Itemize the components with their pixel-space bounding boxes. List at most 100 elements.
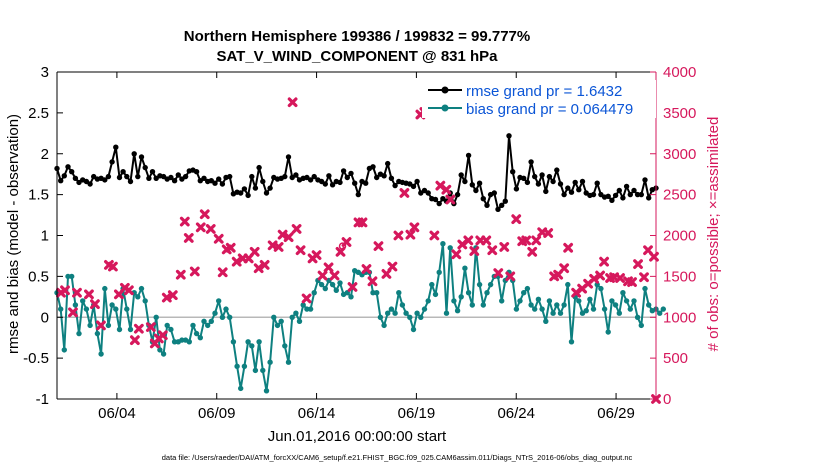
rmse-point [392,182,398,189]
obs-assimilated-marker [295,245,306,256]
bias-point [311,290,317,296]
rmse-point [539,172,545,178]
x-tick-label: 06/19 [398,405,436,422]
obs-assimilated-marker [329,270,340,281]
bias-point [157,347,163,353]
rmse-point [245,192,251,199]
rmse-point [594,180,600,186]
rmse-point [473,187,479,194]
x-tick-label: 06/24 [497,405,535,422]
chart-title: Northern Hemisphere 199386 / 199832 = 99… [184,28,530,45]
y-left-tick-label: 2 [41,146,49,163]
plot-area: -1 -0.5 0 0.5 1 1.5 2 2.5 3 0 500 1000 1500 2000 2500 3… [23,64,696,422]
bias-point [429,281,435,288]
bias-point [521,290,527,296]
bias-point [535,296,542,302]
obs-assimilated-marker [253,263,264,274]
bias-point [304,306,310,312]
bias-point [568,339,575,345]
rmse-point [432,196,439,203]
bias-point [179,337,185,343]
rmse-point [480,196,486,202]
obs-possible-marker [338,242,347,250]
bias-point [252,367,259,374]
rmse-point [476,180,483,186]
rmse-point [171,178,178,184]
rmse-point [631,187,637,194]
obs-assimilated-marker [123,285,134,296]
y-right-tick-label: 1000 [663,309,696,326]
bias-point [539,306,545,312]
bias-point [245,339,251,345]
bias-point [554,302,560,308]
bias-point [109,302,115,308]
bias-point [436,269,442,275]
obs-assimilated-marker [311,250,322,261]
obs-assimilated-marker [273,242,284,252]
bias-point [487,281,494,288]
bias-point [98,351,104,357]
rmse-point [462,178,468,185]
bias-point [561,302,567,308]
rmse-point [469,182,475,188]
bias-point [164,322,170,329]
obs-assimilated-marker [595,270,605,281]
y-right-tick-label: 2500 [663,187,696,204]
obs-assimilated-marker [287,97,298,108]
bias-point [425,298,431,304]
obs-assimilated-marker [367,276,378,287]
obs-assimilated-marker [633,259,643,270]
bias-point [168,326,174,333]
obs-assimilated-marker [291,224,302,234]
rmse-point [329,182,336,188]
legend-bias-label: bias grand pr = 0.064479 [466,101,633,118]
bias-point [256,339,262,345]
y-left-tick-label: -1 [36,391,49,408]
rmse-point [532,173,538,180]
y-right-tick-label: 4000 [663,64,696,81]
bias-point [113,306,119,312]
bias-point [660,306,666,312]
rmse-point [293,172,299,178]
bias-point [601,306,608,312]
bias-point [546,298,553,304]
bias-point [447,245,453,251]
bias-point [271,314,277,320]
bias-point [208,318,214,324]
obs-assimilated-marker [559,263,570,274]
bias-point [454,308,461,314]
rmse-point [535,181,542,187]
rmse-point [124,173,130,180]
obs-assimilated-marker [167,290,178,301]
y-left-tick-label: -0.5 [23,350,49,367]
y-axis-left-label: rmse and bias (model - observation) [5,114,22,354]
bias-point [87,322,93,329]
bias-point [80,298,86,304]
y-left-tick-label: 1 [41,228,49,245]
obs-assimilated-marker [451,249,462,260]
y-right-tick-label: 500 [663,350,688,367]
obs-assimilated-marker [283,232,294,243]
bias-point [171,339,178,345]
rmse-point [484,202,490,208]
obs-assimilated-marker [627,277,637,287]
bias-point [532,306,538,312]
y-left-tick-label: 1.5 [28,187,49,204]
rmse-point [572,179,578,186]
bias-point [403,310,409,316]
bias-point [318,281,325,288]
rmse-point [120,169,126,175]
rmse-point [256,164,262,171]
obs-assimilated-marker [317,270,328,281]
bias-point [616,310,622,316]
bias-point [249,343,255,349]
x-tick-label: 06/29 [597,405,635,422]
bias-point [612,302,619,308]
y-left-tick-label: 2.5 [28,105,49,122]
rmse-point [241,186,248,192]
rmse-point [374,174,380,181]
rmse-point [142,164,148,171]
bias-point [381,322,387,329]
rmse-point [109,159,115,165]
rmse-point [344,174,350,181]
